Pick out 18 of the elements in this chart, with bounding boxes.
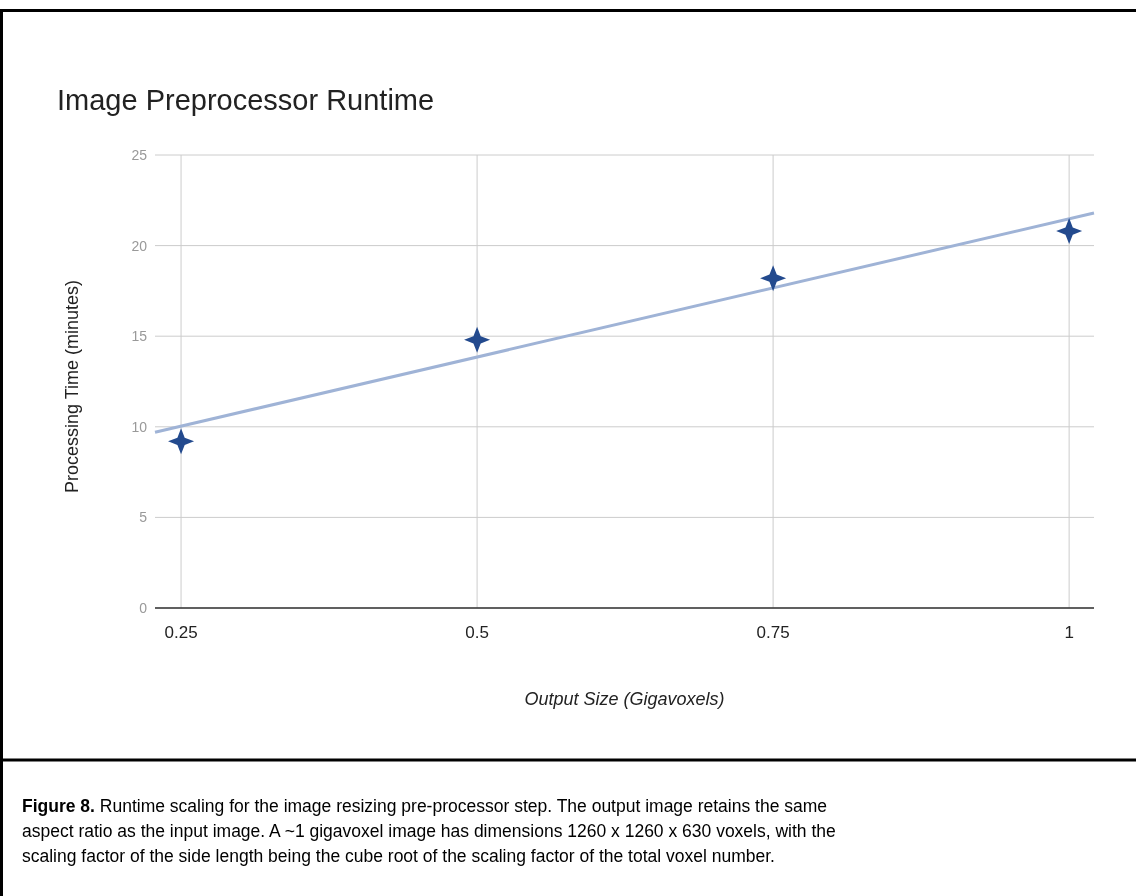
point — [464, 326, 491, 353]
x-tick-label: 0.75 — [756, 623, 790, 642]
y-tick-label: 20 — [131, 237, 148, 254]
y-tick-label: 0 — [139, 599, 148, 616]
x-tick-label: 1 — [1064, 623, 1074, 642]
chart-title: Image Preprocessor Runtime — [57, 84, 435, 116]
point — [1056, 218, 1083, 245]
y-tick-label: 25 — [131, 146, 148, 163]
y-axis-title: Processing Time (minutes) — [62, 279, 82, 494]
y-tick-label: 10 — [131, 418, 148, 435]
y-tick-label: 15 — [131, 328, 148, 345]
x-tick-label: 0.25 — [164, 623, 198, 642]
y-tick-label: 5 — [139, 509, 148, 526]
caption: Figure 8. Runtime scaling for the image resizing pre-processor step. The output image retains the same aspect ratio as the input image. A ~1 gigavoxel image has dimensions 1260 x 1260 x 630 voxels, with the scaling factor of the side length being the cube root of the scaling factor of the total voxel number. — [22, 796, 836, 866]
x-tick-label: 0.5 — [465, 623, 489, 642]
point — [168, 428, 195, 455]
point — [760, 265, 787, 292]
x-axis-title: Output Size (Gigavoxels) — [524, 689, 725, 709]
